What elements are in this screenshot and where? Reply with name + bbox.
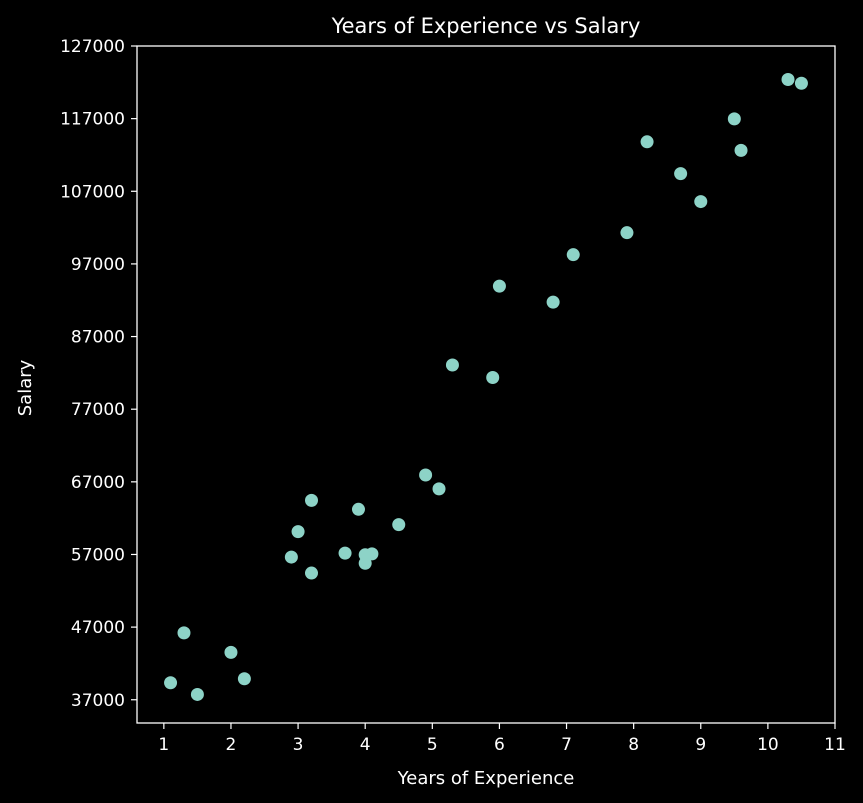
data-point: [566, 248, 580, 262]
y-axis-label: Salary: [15, 359, 36, 416]
data-point: [190, 687, 204, 701]
data-point: [781, 72, 795, 86]
data-point: [338, 546, 352, 560]
data-point: [177, 626, 191, 640]
plot-frame: [136, 45, 836, 724]
x-tick-label: 3: [293, 735, 304, 755]
y-axis: 37000 47000 57000 67000 77000 87000 97000 10700…: [60, 37, 137, 711]
data-point: [546, 295, 560, 309]
x-axis: 1 2 3 4 5 6 7 8 9 10 11: [158, 723, 846, 755]
y-tick-label: 107000: [60, 182, 125, 202]
y-tick-label: 67000: [71, 473, 125, 493]
data-point: [794, 76, 808, 90]
x-tick-label: 5: [427, 735, 438, 755]
x-axis-label: Years of Experience: [397, 768, 575, 789]
data-point: [674, 167, 688, 181]
data-point: [284, 550, 298, 564]
x-tick-label: 7: [561, 735, 572, 755]
data-point: [432, 482, 446, 496]
x-tick-label: 2: [226, 735, 237, 755]
x-tick-label: 10: [757, 735, 779, 755]
data-points: [164, 72, 808, 701]
data-point: [419, 468, 433, 482]
data-point: [445, 358, 459, 372]
y-tick-label: 47000: [71, 618, 125, 638]
x-tick-label: 9: [695, 735, 706, 755]
data-point: [164, 676, 178, 690]
y-tick-label: 57000: [71, 545, 125, 565]
x-tick-label: 1: [158, 735, 169, 755]
data-point: [224, 645, 238, 659]
data-point: [392, 518, 406, 532]
x-tick-label: 11: [824, 735, 846, 755]
data-point: [305, 566, 318, 580]
y-tick-label: 87000: [71, 328, 125, 348]
data-point: [291, 525, 305, 539]
y-tick-label: 37000: [71, 691, 125, 711]
data-point: [727, 112, 741, 126]
chart-title: Years of Experience vs Salary: [331, 14, 641, 38]
y-tick-label: 117000: [60, 110, 125, 130]
y-tick-label: 97000: [71, 255, 125, 275]
data-point: [640, 135, 654, 149]
x-tick-label: 6: [494, 735, 505, 755]
data-point: [734, 143, 748, 157]
x-tick-label: 4: [360, 735, 371, 755]
data-point: [492, 279, 506, 293]
data-point: [237, 672, 251, 686]
data-point: [486, 371, 500, 385]
data-point: [620, 226, 634, 240]
data-point: [365, 547, 379, 561]
y-tick-label: 77000: [71, 400, 125, 420]
data-point: [305, 493, 318, 507]
y-tick-label: 127000: [60, 37, 125, 57]
data-point: [694, 195, 708, 209]
data-point: [351, 502, 365, 516]
x-tick-label: 8: [628, 735, 639, 755]
